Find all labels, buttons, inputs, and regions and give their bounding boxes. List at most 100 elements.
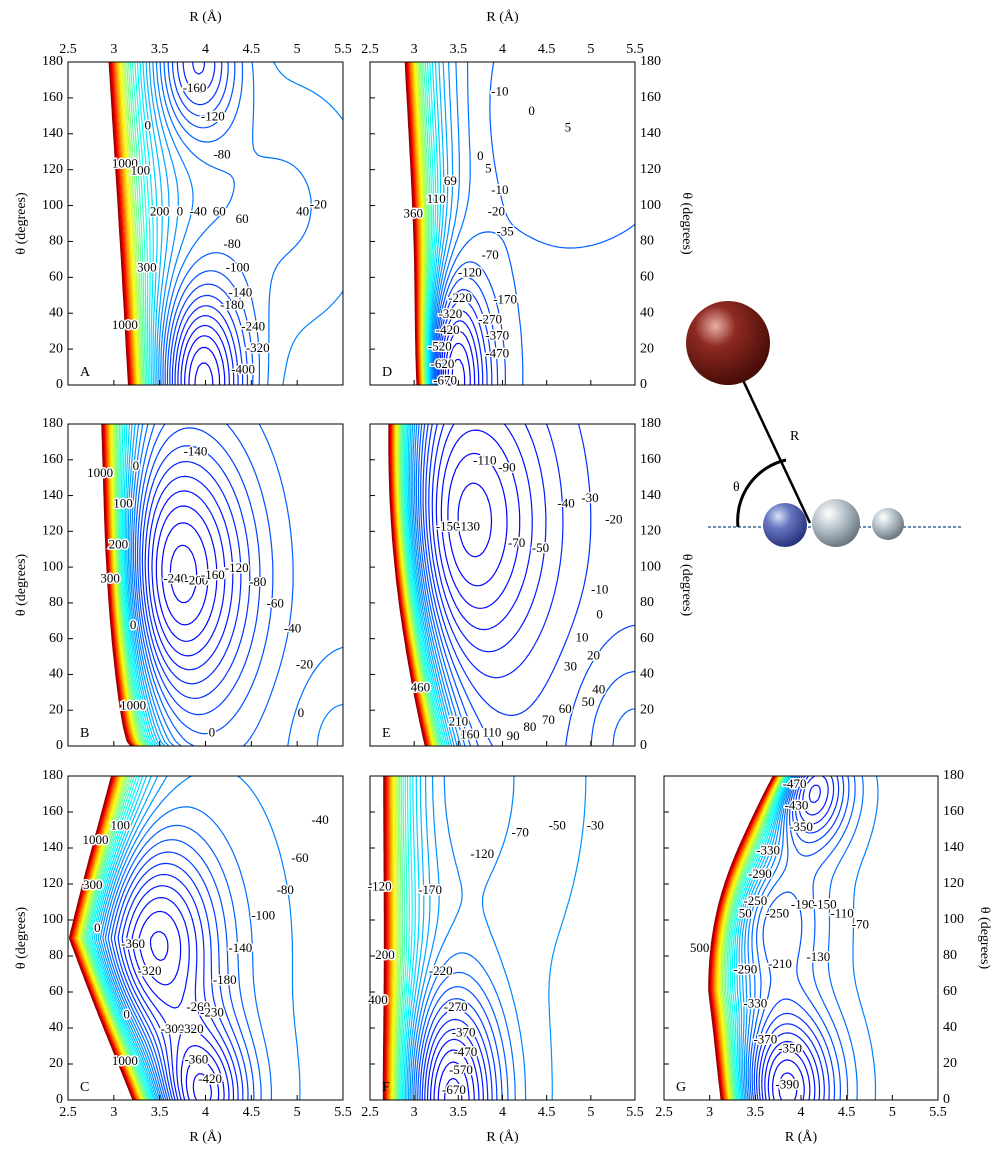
contour-lines (109, 62, 343, 385)
y-tick-label: 100 (943, 912, 964, 927)
x-axis-label: R (Å) (785, 1129, 818, 1145)
contour-label: -170 (418, 882, 442, 897)
contour-label: 200 (109, 537, 129, 552)
contour-label: -270 (478, 311, 502, 326)
y-tick-label: 20 (49, 702, 63, 717)
x-axis-label: R (Å) (189, 1129, 222, 1145)
contour-label: -210 (768, 956, 792, 971)
contour-label: 300 (100, 571, 120, 586)
contour-label: 100 (111, 817, 131, 832)
contour-label: 0 (298, 705, 305, 720)
contour-label: 30 (564, 658, 577, 673)
panel: 2.533.544.555.5020406080100120140160180R… (14, 768, 352, 1145)
y-tick-label: 180 (42, 416, 63, 431)
y-tick-label: 180 (640, 54, 661, 69)
y-tick-label: 0 (56, 1092, 63, 1107)
y-axis-label: θ (degrees) (977, 907, 992, 970)
contour-label: -35 (496, 223, 513, 238)
contour-label: -350 (778, 1041, 802, 1056)
x-tick-label: 4.5 (838, 1105, 856, 1120)
contour-label: 110 (427, 191, 446, 206)
contour-label: 1000 (83, 832, 109, 847)
contour-label: 40 (296, 204, 309, 219)
panel-letter: A (80, 365, 91, 380)
contour-label: -70 (508, 535, 525, 550)
y-tick-label: 160 (640, 90, 661, 105)
contour-label: 69 (444, 173, 457, 188)
y-tick-label: 40 (943, 1020, 957, 1035)
panel-letter: C (80, 1080, 89, 1095)
contour-label: -40 (189, 204, 206, 219)
contour-label: 1000 (120, 698, 146, 713)
y-tick-label: 160 (42, 90, 63, 105)
y-tick-label: 40 (640, 305, 654, 320)
y-axis-label: θ (degrees) (14, 907, 29, 970)
y-tick-label: 0 (640, 377, 647, 392)
contour-label: -120 (201, 109, 225, 124)
contour-label: -620 (431, 356, 455, 371)
contour-label: -470 (783, 776, 807, 791)
contour-label: -570 (449, 1062, 473, 1077)
contour-label: -70 (481, 247, 498, 262)
y-tick-label: 0 (640, 738, 647, 753)
x-tick-label: 5 (294, 42, 301, 57)
y-tick-label: 180 (943, 768, 964, 783)
contour-label: -20 (488, 204, 505, 219)
contour-label: -40 (284, 621, 301, 636)
contour-label: -390 (775, 1077, 799, 1092)
y-tick-label: 20 (640, 341, 654, 356)
contour-label: -80 (249, 574, 266, 589)
contour-label: 200 (375, 947, 395, 962)
y-tick-label: 120 (943, 876, 964, 891)
contour-label: -10 (491, 83, 508, 98)
y-tick-label: 40 (49, 667, 63, 682)
contour-label: -220 (429, 963, 453, 978)
contour-label: 0 (209, 724, 216, 739)
contour-label: -420 (198, 1071, 222, 1086)
contour-label: -30 (587, 817, 604, 832)
x-tick-label: 2.5 (59, 1105, 77, 1120)
contour-label: -360 (184, 1051, 208, 1066)
panel: 2.533.544.555.5020406080100120140160180R… (361, 9, 694, 392)
contour-label: -270 (444, 999, 468, 1014)
contour-label: -80 (277, 882, 294, 897)
x-tick-label: 5 (587, 42, 594, 57)
contour-label: -100 (226, 259, 250, 274)
contour-label: -50 (532, 540, 549, 555)
y-tick-label: 40 (49, 305, 63, 320)
contour-label: -80 (213, 146, 230, 161)
y-tick-label: 160 (42, 452, 63, 467)
contour-label: -90 (498, 460, 515, 475)
contour-label: 0 (133, 458, 140, 473)
contour-label: 0 (145, 118, 152, 133)
contour-label: -120 (470, 846, 494, 861)
contour-label: -240 (241, 319, 265, 334)
figure: R θ 2.533.544.555.5020406080100120140160… (0, 0, 994, 1151)
panel: 2.533.544.555.5020406080100120140160180R… (14, 9, 352, 392)
contour-label: -20 (310, 197, 327, 212)
contour-label: 110 (482, 724, 501, 739)
panel: 2.533.544.555.5020406080100120140160180R… (655, 768, 992, 1145)
contour-label: -110 (830, 906, 853, 921)
x-tick-label: 3 (706, 1105, 713, 1120)
contour-label: -10 (591, 581, 608, 596)
contour-label: -670 (442, 1082, 466, 1097)
contour-line (195, 363, 213, 385)
atom-rg (686, 301, 770, 385)
panel-letter: E (382, 726, 391, 741)
contour-label: 210 (449, 714, 469, 729)
x-tick-label: 5.5 (929, 1105, 947, 1120)
y-tick-label: 60 (640, 631, 654, 646)
contour-label: -470 (485, 345, 509, 360)
x-tick-label: 3.5 (151, 42, 169, 57)
panel-letter: B (80, 726, 89, 741)
contour-label: -20 (605, 512, 622, 527)
x-tick-label: 4 (499, 42, 506, 57)
y-tick-label: 160 (640, 452, 661, 467)
contour-label: 100 (131, 162, 151, 177)
atom-n (763, 503, 807, 547)
y-tick-label: 100 (640, 559, 661, 574)
contour-label: -180 (220, 297, 244, 312)
y-tick-label: 20 (943, 1056, 957, 1071)
